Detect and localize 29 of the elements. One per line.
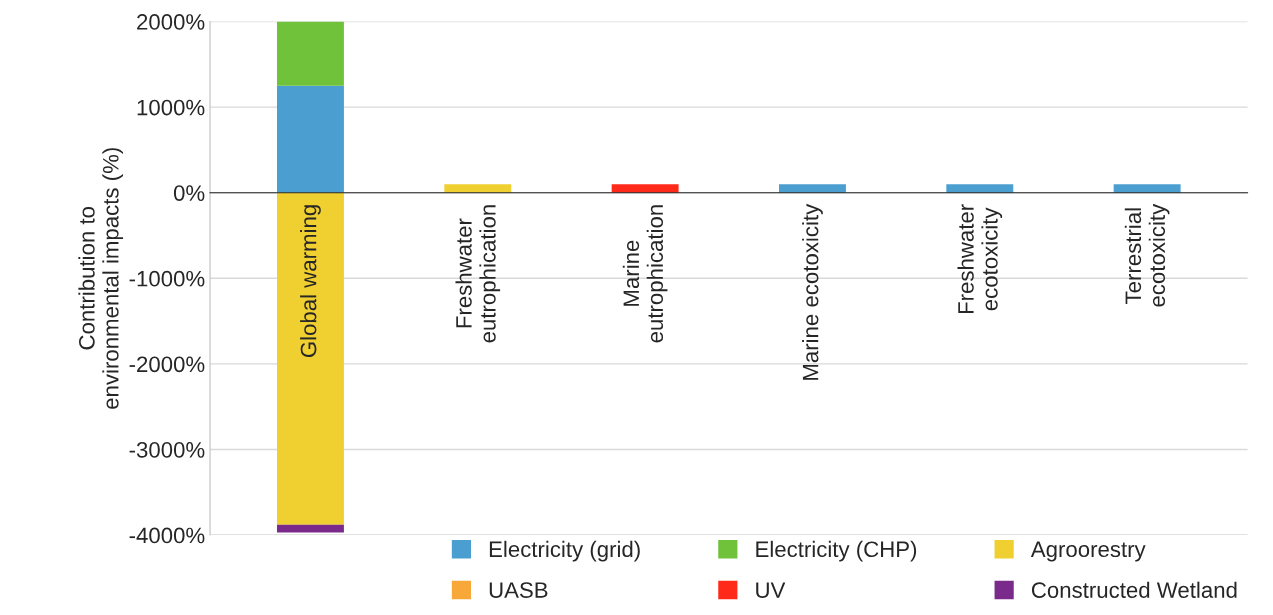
- bar: [778, 184, 846, 193]
- bar: [276, 524, 344, 533]
- legend-label: Electricity (grid): [489, 540, 640, 562]
- x-tick-label: Marine ecotoxicity: [802, 203, 823, 380]
- x-tick-label: Freshwater ecotoxicity: [957, 204, 1003, 314]
- bar: [946, 184, 1014, 193]
- x-tick-label: Terrestrial ecotoxicity: [1124, 203, 1170, 307]
- y-tick-label: -1000%: [129, 270, 205, 287]
- x-tick-label: Marine eutrophication: [622, 205, 668, 343]
- bar: [1113, 184, 1181, 193]
- x-tick-label: Global warming: [300, 205, 321, 358]
- legend-label: UASB: [489, 582, 548, 598]
- bar: [444, 184, 512, 193]
- legend-label: Agroorestry: [1030, 541, 1146, 562]
- y-tick-label: 0%: [173, 185, 205, 201]
- legend-label: Constructed Wetland: [1031, 581, 1237, 598]
- bar: [611, 184, 679, 193]
- legend-label: Electricity (CHP): [756, 540, 917, 562]
- legend-label: UV: [756, 582, 786, 598]
- bar: [276, 192, 344, 525]
- y-tick-label: -2000%: [129, 356, 205, 373]
- x-tick-label: Freshwater eutrophication: [455, 205, 501, 343]
- y-tick-label: 2000%: [137, 14, 205, 30]
- bar: [276, 21, 344, 86]
- y-tick-label: -4000%: [129, 527, 205, 544]
- bar: [276, 85, 344, 193]
- y-tick-label: 1000%: [137, 99, 205, 116]
- y-tick-label: -3000%: [129, 442, 205, 458]
- y-axis-title: Contribution to environmental impacts (%): [78, 148, 124, 409]
